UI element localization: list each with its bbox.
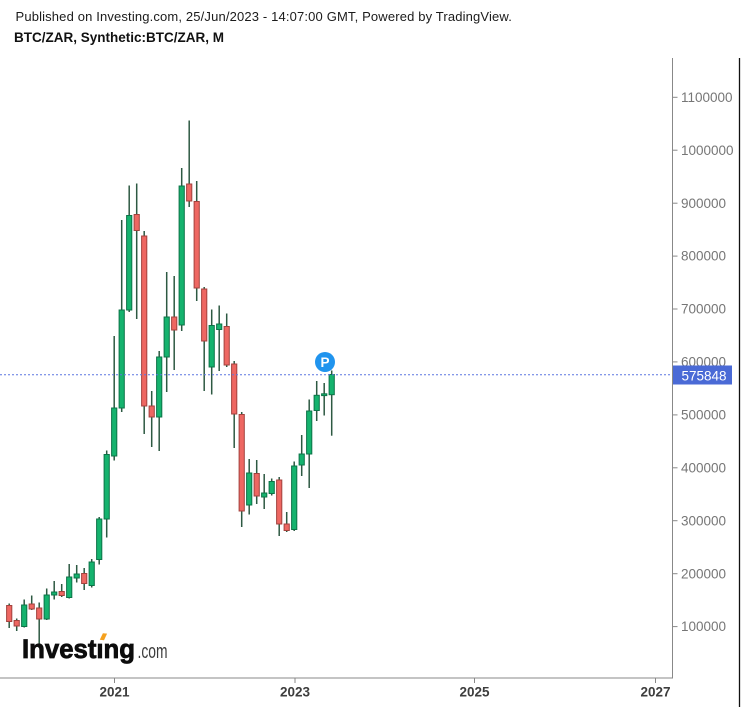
svg-text:800000: 800000 xyxy=(681,249,726,264)
svg-text:300000: 300000 xyxy=(681,513,726,528)
svg-text:2021: 2021 xyxy=(99,685,130,700)
svg-text:200000: 200000 xyxy=(681,566,726,581)
svg-text:2025: 2025 xyxy=(459,685,490,700)
svg-text:1100000: 1100000 xyxy=(681,90,733,105)
svg-text:P: P xyxy=(320,355,329,370)
svg-text:.com: .com xyxy=(138,641,168,663)
svg-text:400000: 400000 xyxy=(681,460,726,475)
svg-text:500000: 500000 xyxy=(681,408,726,423)
svg-text:2027: 2027 xyxy=(640,685,670,700)
svg-text:900000: 900000 xyxy=(681,196,726,211)
svg-text:BTC/ZAR, Synthetic:BTC/ZAR, M: BTC/ZAR, Synthetic:BTC/ZAR, M xyxy=(14,30,224,45)
svg-text:Published on Investing.com, 25: Published on Investing.com, 25/Jun/2023 … xyxy=(16,9,513,24)
svg-text:Investıng: Investıng xyxy=(22,634,135,664)
svg-text:2023: 2023 xyxy=(280,685,311,700)
svg-text:575848: 575848 xyxy=(682,369,727,384)
svg-text:1000000: 1000000 xyxy=(681,143,734,158)
svg-text:700000: 700000 xyxy=(681,302,726,317)
svg-text:100000: 100000 xyxy=(681,619,726,634)
